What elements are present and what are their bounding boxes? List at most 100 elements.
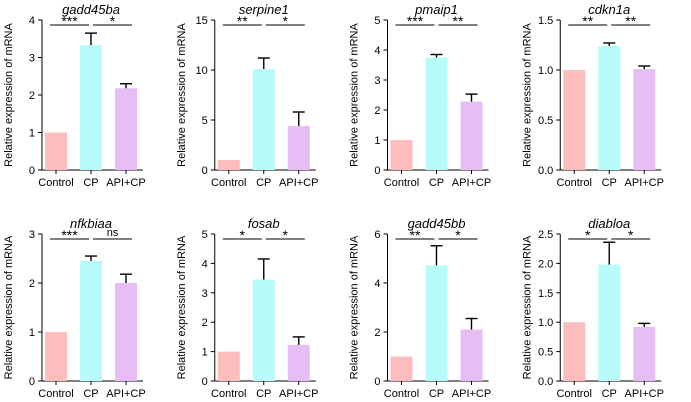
bar-cp <box>425 265 448 381</box>
x-tick-label: CP <box>429 177 444 189</box>
x-tick-label: Control <box>211 177 246 189</box>
y-tick-label: 5 <box>374 15 380 27</box>
y-tick-label: 1 <box>29 128 35 140</box>
significance-label: * <box>628 227 634 243</box>
chart-panel-gadd45ba: gadd45ba Relative expression of mRNA 0 1 2 3 4… <box>3 2 146 189</box>
significance-label: ** <box>582 13 593 29</box>
bar-cp <box>252 279 275 381</box>
bar-control <box>563 70 586 170</box>
bar-cp <box>425 57 448 170</box>
x-tick-label: API+CP <box>625 177 664 189</box>
significance-label: ** <box>453 13 464 29</box>
y-tick-label: 0.5 <box>538 347 553 359</box>
bar-cp <box>252 69 275 170</box>
significance-label: * <box>455 227 461 243</box>
x-tick-label: CP <box>602 177 617 189</box>
x-tick-label: Control <box>557 388 592 400</box>
x-tick-label: CP <box>83 388 98 400</box>
y-axis-label: Relative expression of mRNA <box>521 235 533 379</box>
significance-label: ** <box>410 227 421 243</box>
y-tick-label: 1.0 <box>538 317 553 329</box>
y-axis-label: Relative expression of mRNA <box>176 235 188 379</box>
x-tick-label: CP <box>429 388 444 400</box>
bar-control <box>45 132 67 170</box>
bar-cp <box>80 260 102 381</box>
x-tick-label: Control <box>38 388 73 400</box>
y-tick-label: 4 <box>29 15 35 27</box>
bar-cp <box>598 264 621 381</box>
y-tick-label: 0.0 <box>538 165 553 177</box>
y-axis-label: Relative expression of mRNA <box>349 235 361 379</box>
x-tick-label: Control <box>384 388 419 400</box>
significance-label: * <box>110 13 116 29</box>
y-tick-label: 1.0 <box>538 65 553 77</box>
chart-title: gadd45bb <box>408 216 466 231</box>
y-tick-label: 5 <box>202 115 208 127</box>
y-axis-label: Relative expression of mRNA <box>349 23 361 167</box>
y-tick-label: 2 <box>202 317 208 329</box>
y-tick-label: 3 <box>374 75 380 87</box>
significance-label: * <box>585 227 591 243</box>
y-tick-label: 4 <box>374 278 380 290</box>
y-tick-label: 1 <box>29 327 35 339</box>
x-tick-label: CP <box>256 177 271 189</box>
significance-label: *** <box>61 227 78 243</box>
bar-api-cp <box>115 88 137 170</box>
bar-api-cp <box>633 326 656 381</box>
y-tick-label: 1 <box>202 347 208 359</box>
y-axis-label: Relative expression of mRNA <box>3 235 15 379</box>
x-tick-label: API+CP <box>452 388 491 400</box>
chart-title: fosab <box>248 216 280 231</box>
y-tick-label: 10 <box>196 65 208 77</box>
x-tick-label: CP <box>602 388 617 400</box>
x-tick-label: Control <box>384 177 419 189</box>
y-tick-label: 3 <box>202 288 208 300</box>
bar-control <box>390 140 413 170</box>
x-tick-label: API+CP <box>106 177 145 189</box>
bar-api-cp <box>460 329 483 381</box>
y-tick-label: 2 <box>374 327 380 339</box>
y-tick-label: 1 <box>374 135 380 147</box>
y-tick-label: 5 <box>202 229 208 241</box>
bar-control <box>563 322 586 381</box>
x-tick-label: CP <box>83 177 98 189</box>
y-tick-label: 0 <box>29 165 35 177</box>
bar-api-cp <box>115 283 137 381</box>
bar-api-cp <box>287 126 310 170</box>
y-tick-label: 0 <box>29 376 35 388</box>
x-tick-label: API+CP <box>279 388 318 400</box>
bar-api-cp <box>287 344 310 381</box>
y-tick-label: 3 <box>29 229 35 241</box>
bar-control <box>390 356 413 381</box>
y-tick-label: 4 <box>202 258 208 270</box>
y-tick-label: 15 <box>196 15 208 27</box>
chart-title: diabloa <box>588 216 630 231</box>
x-tick-label: API+CP <box>452 177 491 189</box>
y-tick-label: 0 <box>202 165 208 177</box>
x-tick-label: API+CP <box>279 177 318 189</box>
bar-api-cp <box>460 101 483 170</box>
significance-label: * <box>283 227 289 243</box>
bar-control <box>45 332 67 381</box>
significance-label: ns <box>107 227 119 239</box>
x-tick-label: CP <box>256 388 271 400</box>
significance-label: *** <box>61 13 78 29</box>
chart-title: gadd45ba <box>62 2 120 17</box>
y-tick-label: 2 <box>29 90 35 102</box>
chart-panel-fosab: fosab Relative expression of mRNA 0 1 2 3 4 5 Co… <box>176 216 319 400</box>
y-tick-label: 0.5 <box>538 115 553 127</box>
chart-title: serpine1 <box>239 2 289 17</box>
y-tick-label: 0.0 <box>538 376 553 388</box>
y-tick-label: 2 <box>374 105 380 117</box>
chart-panel-pmaip1: pmaip1 Relative expression of mRNA 0 1 2 3 4 5 C… <box>349 2 492 189</box>
x-tick-label: Control <box>38 177 73 189</box>
x-tick-label: API+CP <box>106 388 145 400</box>
bar-control <box>217 160 240 170</box>
y-tick-label: 0 <box>374 376 380 388</box>
chart-panel-nfkbiaa: nfkbiaa Relative expression of mRNA 0 1 2 3 Co… <box>3 216 146 400</box>
bar-control <box>217 351 240 381</box>
significance-label: ** <box>237 13 248 29</box>
significance-label: * <box>240 227 246 243</box>
x-tick-label: API+CP <box>625 388 664 400</box>
